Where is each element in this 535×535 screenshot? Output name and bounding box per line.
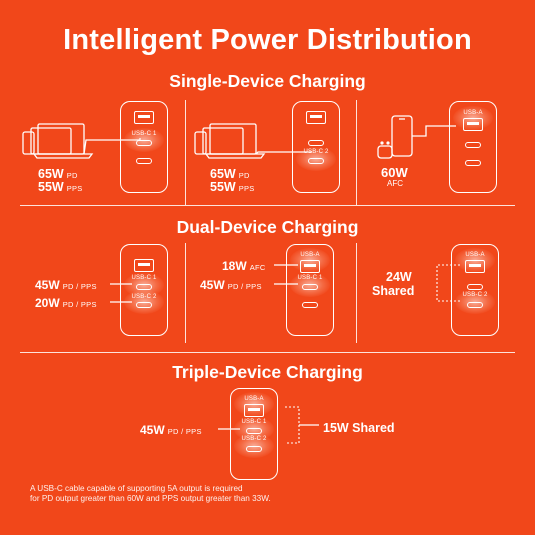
- port-label: USB-C 1: [297, 275, 323, 281]
- charger: USB-C 1: [120, 101, 168, 193]
- divider: [20, 352, 515, 353]
- usb-c1-port: [465, 142, 481, 148]
- usb-a-port: [306, 111, 326, 124]
- port-label: USB-C 1: [241, 419, 267, 425]
- usb-c1-port: [308, 140, 324, 146]
- usb-c1-port: [246, 428, 262, 434]
- usb-c1-port: [302, 284, 318, 290]
- page-title: Intelligent Power Distribution: [63, 24, 472, 56]
- laptop-phone-illustration: [194, 123, 312, 159]
- usb-a-port: [465, 260, 485, 273]
- usb-a-port: [463, 118, 483, 131]
- usb-a-port: [134, 111, 154, 124]
- usb-c2-port: [302, 302, 318, 308]
- power-label: 65W PD: [38, 167, 78, 181]
- usb-c2-port: [136, 302, 152, 308]
- port-label: USB-A: [244, 396, 264, 402]
- usb-c2-port: [467, 302, 483, 308]
- usb-c2-port: [465, 160, 481, 166]
- divider: [356, 243, 357, 343]
- port-label: USB-C 1: [131, 131, 157, 137]
- port-label: USB-A: [465, 252, 485, 258]
- port-label: USB-C 2: [241, 436, 267, 442]
- power-label: 18W AFC: [222, 259, 266, 273]
- charger: USB-A: [449, 101, 497, 193]
- section-title-dual: Dual-Device Charging: [176, 217, 359, 237]
- port-label: USB-A: [300, 252, 320, 258]
- power-label: 20W PD / PPS: [35, 296, 97, 310]
- power-unit: AFC: [387, 179, 403, 188]
- usb-c2-port: [308, 158, 324, 164]
- usb-c2-port: [246, 446, 262, 452]
- usb-c1-port: [136, 140, 152, 146]
- power-label: 60W: [381, 165, 408, 180]
- laptop-phone-illustration: [22, 123, 141, 159]
- divider: [356, 100, 357, 205]
- divider: [20, 205, 515, 206]
- connector-line: [218, 428, 240, 430]
- shared-bracket: [436, 264, 460, 302]
- shared-power-label: 15W Shared: [323, 421, 395, 435]
- port-label: USB-A: [463, 110, 483, 116]
- usb-c2-port: [136, 158, 152, 164]
- usb-c1-port: [136, 284, 152, 290]
- power-label: 24W: [386, 270, 412, 284]
- power-label: 45W PD / PPS: [35, 278, 97, 292]
- footnote: A USB-C cable capable of supporting 5A o…: [30, 484, 271, 504]
- usb-a-port: [244, 404, 264, 417]
- divider: [185, 243, 186, 343]
- footnote-line: A USB-C cable capable of supporting 5A o…: [30, 484, 243, 493]
- power-label: 45W PD / PPS: [140, 423, 202, 437]
- port-label: USB-C 1: [131, 275, 157, 281]
- port-label: USB-C 2: [462, 292, 488, 298]
- usb-c1-port: [467, 284, 483, 290]
- usb-a-port: [300, 260, 320, 273]
- charger: USB-C 2: [292, 101, 340, 193]
- power-label: 65W PD: [210, 167, 250, 181]
- charger: USB-C 1 USB-C 2: [120, 244, 168, 336]
- section-title-single: Single-Device Charging: [169, 71, 366, 91]
- charger: USB-A USB-C 1 USB-C 2: [230, 388, 278, 480]
- footnote-line: for PD output greater than 60W and PPS o…: [30, 494, 271, 503]
- divider: [185, 100, 186, 205]
- power-label: 55W PPS: [210, 180, 255, 194]
- section-title-triple: Triple-Device Charging: [172, 362, 363, 382]
- power-label: Shared: [372, 284, 415, 298]
- connector-line: [110, 283, 132, 303]
- shared-bracket: [285, 406, 319, 444]
- phone-earbuds-illustration: [377, 115, 456, 159]
- power-label: 45W PD / PPS: [200, 278, 262, 292]
- connector-line: [274, 264, 298, 285]
- charger: USB-A USB-C 1: [286, 244, 334, 336]
- charger: USB-A USB-C 2: [451, 244, 499, 336]
- port-label: USB-C 2: [303, 149, 329, 155]
- port-label: USB-C 2: [131, 294, 157, 300]
- power-label: 55W PPS: [38, 180, 83, 194]
- usb-a-port: [134, 259, 154, 272]
